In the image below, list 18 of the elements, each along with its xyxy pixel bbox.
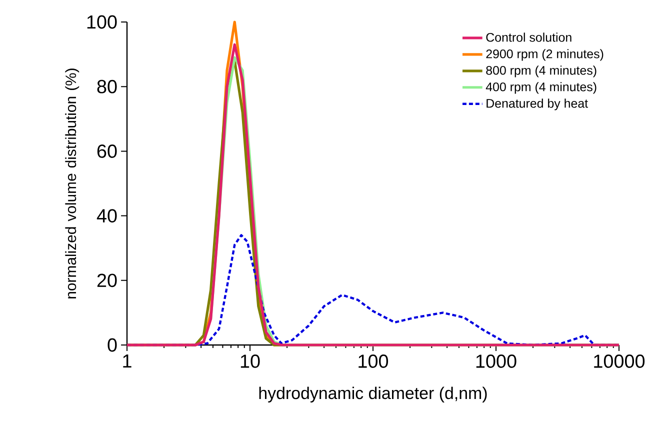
x-tick-label: 1000 xyxy=(476,354,516,368)
legend-label: 2900 rpm (2 minutes) xyxy=(486,49,604,61)
y-tick-label: 80 xyxy=(97,80,117,94)
y-axis-title: normalized volume distribution (%) xyxy=(65,68,80,298)
legend-label: 400 rpm (4 minutes) xyxy=(486,82,596,94)
legend-label: 800 rpm (4 minutes) xyxy=(486,66,596,78)
x-tick-label: 10000 xyxy=(594,354,645,368)
y-tick-label: 0 xyxy=(108,338,117,352)
x-axis-title: hydrodynamic diameter (d,nm) xyxy=(259,386,487,402)
x-tick-label: 10 xyxy=(240,354,260,368)
y-tick-label: 40 xyxy=(96,209,117,223)
x-tick-label: 1 xyxy=(123,354,132,368)
y-tick-label: 100 xyxy=(87,15,117,29)
legend-label: Denatured by heat xyxy=(486,98,588,110)
y-tick-label: 20 xyxy=(97,274,117,288)
x-tick-label: 100 xyxy=(358,354,388,368)
y-tick-label: 60 xyxy=(97,144,117,158)
legend-label: Control solution xyxy=(486,32,572,42)
